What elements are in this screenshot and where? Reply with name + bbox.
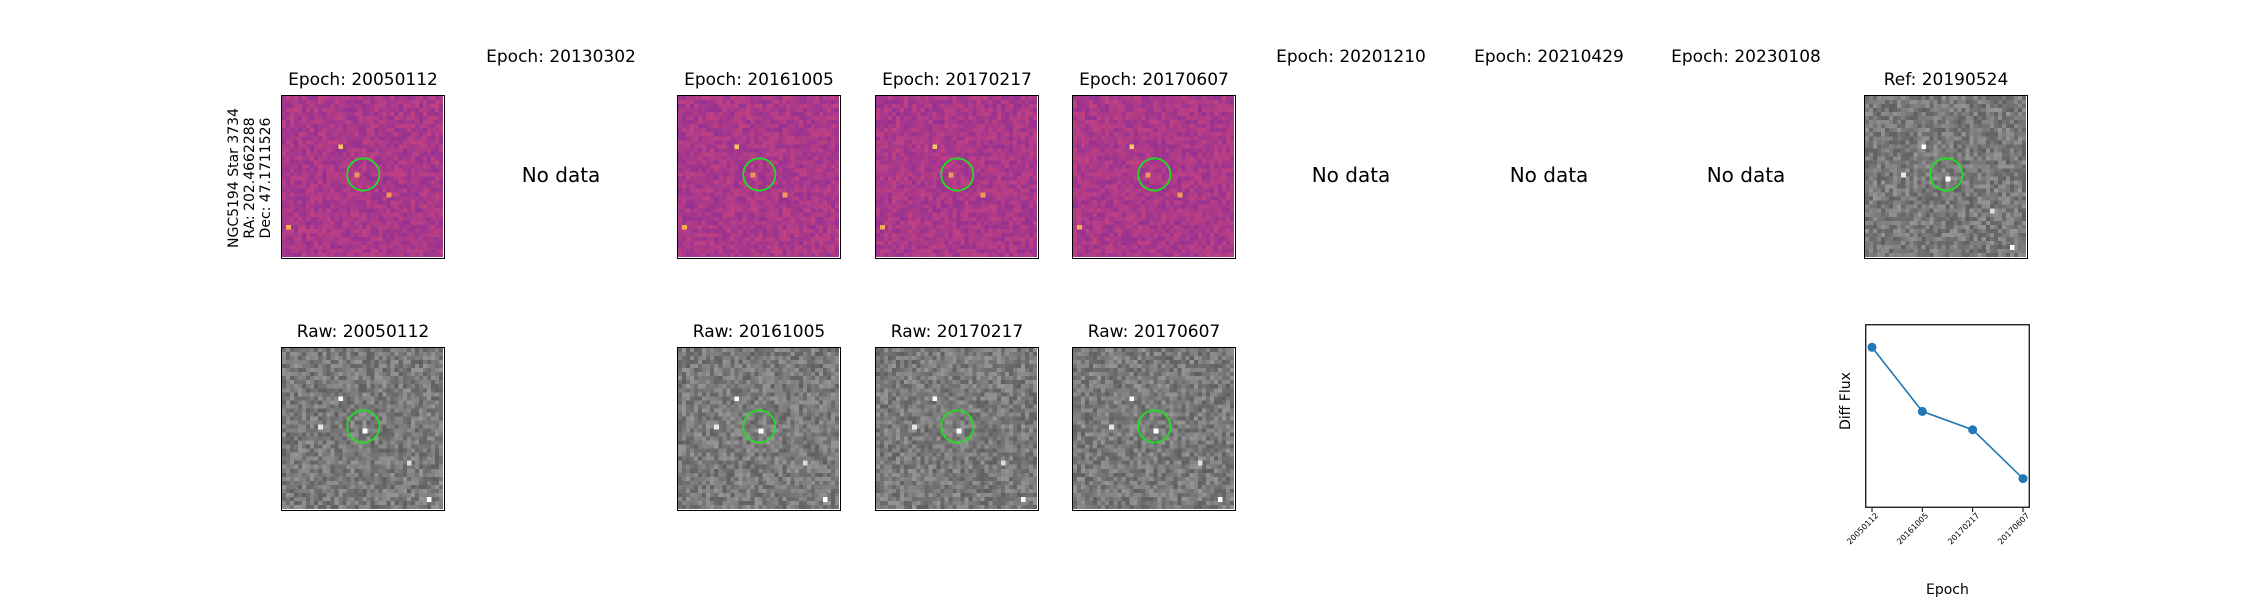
raw-image-panel <box>281 347 445 511</box>
aperture-circle <box>346 409 381 444</box>
raw-image-panel <box>1072 347 1236 511</box>
x-axis-label: Epoch <box>1926 582 1969 598</box>
diff-title-6: Epoch: 20201210 <box>1276 47 1426 67</box>
aperture-circle <box>1137 409 1172 444</box>
diff-image-panel <box>875 95 1039 259</box>
data-point <box>1968 425 1978 435</box>
aperture-circle <box>742 409 777 444</box>
diff-title-8: Epoch: 20230108 <box>1671 47 1821 67</box>
diff-image-panel <box>281 95 445 259</box>
diff-image-panel <box>1072 95 1236 259</box>
ref-image-panel <box>1864 95 2028 259</box>
diff-title-1: Epoch: 20050112 <box>288 70 438 90</box>
ref-title: Ref: 20190524 <box>1883 70 2009 90</box>
diff-image-panel <box>677 95 841 259</box>
star-dec: Dec: 47.1711526 <box>258 117 274 239</box>
no-data-label: No data <box>1509 163 1589 187</box>
raw-title-4: Raw: 20170607 <box>1087 322 1221 342</box>
aperture-circle <box>940 157 975 192</box>
diff-title-2: Epoch: 20130302 <box>486 47 636 67</box>
series-line <box>1871 346 2024 480</box>
raw-image-panel <box>677 347 841 511</box>
no-data-label: No data <box>1706 163 1786 187</box>
star-info-label: NGC5194 Star 3734 RA: 202.4662288 Dec: 4… <box>222 108 274 248</box>
light-curve-svg <box>1865 324 2030 512</box>
x-tick-label: 20050112 <box>1845 511 1881 547</box>
raw-title-3: Raw: 20170217 <box>890 322 1024 342</box>
plot-frame <box>1865 324 2030 508</box>
diff-title-7: Epoch: 20210429 <box>1474 47 1624 67</box>
data-point <box>1917 406 1927 416</box>
no-data-label: No data <box>521 163 601 187</box>
star-name: NGC5194 Star 3734 <box>226 108 242 248</box>
diff-title-3: Epoch: 20161005 <box>684 70 834 90</box>
raw-image-panel <box>875 347 1039 511</box>
aperture-circle <box>940 409 975 444</box>
x-tick-label: 20170217 <box>1945 511 1981 547</box>
aperture-circle <box>742 157 777 192</box>
x-tick-label: 20161005 <box>1895 511 1931 547</box>
star-ra: RA: 202.4662288 <box>242 117 258 239</box>
aperture-circle <box>1929 157 1964 192</box>
diff-title-4: Epoch: 20170217 <box>882 70 1032 90</box>
data-point <box>1867 342 1877 352</box>
aperture-circle <box>346 157 381 192</box>
y-axis-label: Diff Flux <box>1838 372 1854 430</box>
light-curve-chart <box>1865 324 2030 512</box>
raw-title-2: Raw: 20161005 <box>692 322 826 342</box>
diff-title-5: Epoch: 20170607 <box>1079 70 1229 90</box>
x-tick-label: 20170607 <box>1996 511 2032 547</box>
raw-title-1: Raw: 20050112 <box>296 322 430 342</box>
no-data-label: No data <box>1311 163 1391 187</box>
data-point <box>2018 474 2028 484</box>
aperture-circle <box>1137 157 1172 192</box>
